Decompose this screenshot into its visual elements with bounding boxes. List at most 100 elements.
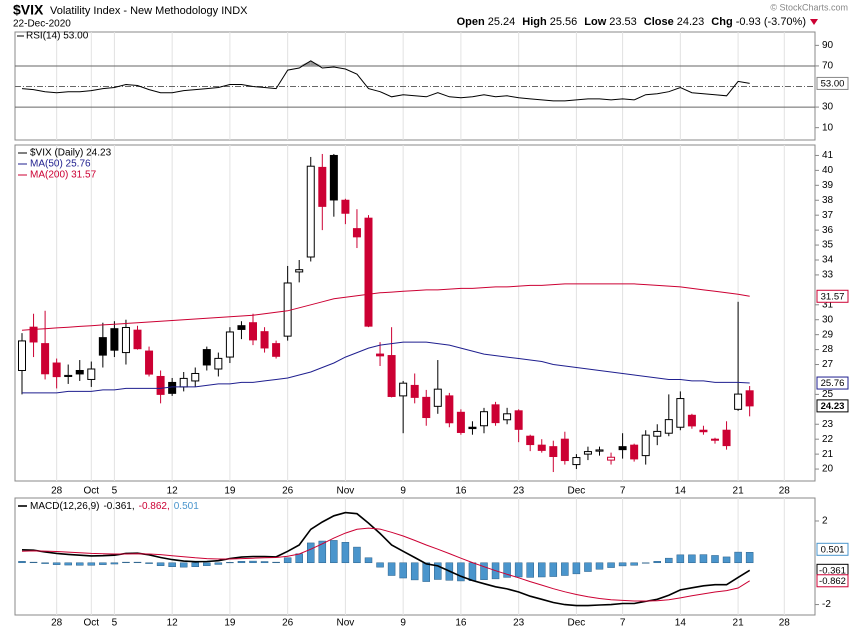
quote-label: Open [457, 16, 485, 28]
candle-body [722, 429, 731, 447]
x-tick-label: 16 [455, 618, 467, 629]
histogram-bar [468, 562, 477, 581]
rsi-line [21, 60, 750, 102]
histogram-bar [699, 554, 708, 564]
y-tick-label: 29 [822, 329, 834, 340]
candle-body [676, 398, 685, 428]
histogram-bar [364, 557, 373, 564]
histogram-bar [618, 562, 627, 567]
x-tick-label: 16 [455, 486, 467, 497]
candle-body [306, 165, 315, 258]
histogram-bar [410, 562, 419, 581]
candle-body [133, 329, 142, 350]
histogram-bar [260, 561, 269, 564]
candle-body [630, 444, 639, 460]
candle-body [664, 419, 673, 434]
histogram-bar [630, 562, 638, 566]
last-value-box [816, 542, 849, 556]
quote-label: Close [644, 16, 674, 28]
candle-body [214, 357, 223, 370]
histogram-bar [514, 562, 523, 578]
legend-entry: 0.501 [174, 501, 199, 512]
y-tick-label: 30 [822, 314, 834, 325]
candle-body [468, 426, 477, 430]
histogram-bar [226, 562, 234, 564]
last-value-label: -0.361 [819, 565, 846, 576]
candle-body [699, 429, 708, 433]
last-value-label: 25.76 [821, 378, 845, 389]
histogram-bar [191, 562, 199, 567]
candle-body [52, 362, 61, 378]
last-value-label: -0.862 [819, 576, 846, 587]
candle-body [537, 444, 546, 451]
candle-body [526, 435, 535, 446]
histogram-bar [156, 562, 165, 566]
quote: Open 25.24 High 25.56 Low 23.53 Close 24.23 Chg -… [457, 16, 806, 28]
candle-body [110, 328, 119, 351]
x-tick-label: 26 [282, 486, 294, 497]
panel-frame [14, 31, 816, 141]
x-tick-label: 19 [224, 486, 236, 497]
candle-body [514, 410, 523, 430]
symbol: $VIX [13, 2, 44, 18]
candle-body [364, 217, 373, 327]
panel-legend: RSI(14) 53.00 [26, 31, 89, 42]
last-value-label: 31.57 [821, 291, 845, 302]
candle-body [29, 326, 38, 343]
x-tick-label: 28 [51, 618, 63, 629]
x-tick-label: 7 [620, 486, 626, 497]
histogram-bar [110, 562, 119, 565]
y-tick-label: 90 [822, 40, 834, 51]
histogram-bar [526, 562, 534, 578]
histogram-bar [64, 562, 72, 566]
candle-body [549, 446, 558, 458]
macd-line [21, 527, 750, 602]
histogram-bar [41, 562, 49, 564]
x-tick-label: 12 [167, 486, 179, 497]
x-tick-label: 9 [400, 618, 406, 629]
candle-body [145, 350, 154, 375]
legend-entry: MA(50) 25.76 [30, 159, 91, 170]
y-tick-label: 39 [822, 180, 834, 191]
copyright: © StockCharts.com [770, 2, 848, 12]
last-value-box [816, 574, 849, 588]
histogram-bar [711, 555, 719, 564]
candle-body [422, 396, 431, 419]
candle-body [653, 430, 662, 437]
x-tick-label: 5 [112, 486, 118, 497]
candle-body [329, 154, 338, 201]
panels: 10 30 70 90 RSI(14) 53.00 53.00 28 Oct 5 12 19 26 No… [14, 31, 849, 629]
y-tick-label: 28 [822, 344, 834, 355]
overbought-fill [310, 60, 323, 66]
histogram-bar [52, 562, 61, 565]
candle-body [618, 446, 627, 451]
x-tick-label: Nov [337, 618, 355, 629]
candle-body [168, 381, 177, 394]
candle-body [595, 449, 604, 452]
y-tick-label: 37 [822, 210, 834, 221]
y-tick-label: 22 [822, 434, 834, 445]
y-tick-label: 21 [822, 449, 834, 460]
candle-body [711, 438, 719, 441]
candle-body [41, 343, 50, 375]
moving-average-line [21, 283, 750, 331]
histogram-bar [480, 562, 488, 580]
histogram-bar [572, 562, 581, 575]
x-tick-label: 28 [779, 618, 791, 629]
histogram-bar [676, 554, 685, 564]
histogram-bar [688, 554, 696, 564]
histogram-bar [665, 557, 673, 564]
histogram-bar [283, 557, 292, 564]
x-tick-label: 23 [513, 618, 525, 629]
overbought-fill [299, 60, 311, 66]
candle-body [607, 456, 616, 461]
candle-body [64, 374, 73, 377]
histogram-bar [722, 556, 731, 564]
y-tick-label: 23 [822, 419, 834, 430]
x-tick-label: 28 [51, 486, 63, 497]
macd-line [21, 511, 751, 607]
histogram-bar [641, 562, 650, 564]
y-tick-label: 31 [822, 299, 834, 310]
quote-label: High [522, 16, 547, 28]
candle-body [18, 340, 26, 371]
